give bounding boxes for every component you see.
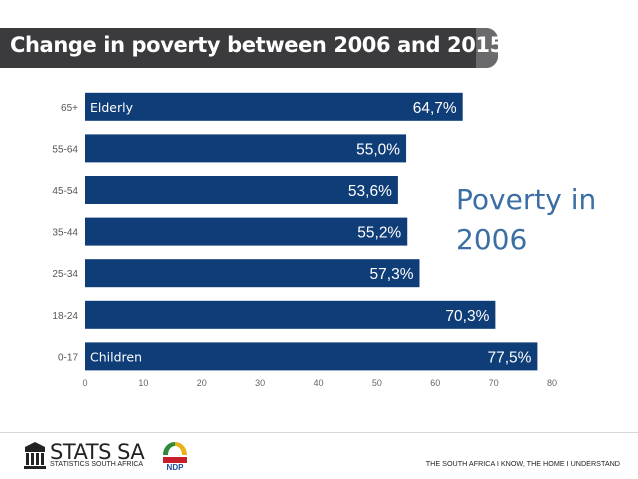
x-tick-label: 10 xyxy=(138,378,148,388)
annotation-line-1: Poverty in xyxy=(456,183,597,216)
org-subtitle: STATISTICS SOUTH AFRICA xyxy=(50,461,144,468)
bar-55-64 xyxy=(85,134,407,163)
bar-45-54 xyxy=(85,176,398,204)
bar-65plus xyxy=(85,92,463,121)
category-label: 18-24 xyxy=(52,311,78,322)
data-label: 77,5% xyxy=(487,349,531,366)
data-label: 64,7% xyxy=(413,100,457,117)
bar-chart: 65+ 64,7% Elderly 55-64 55,0% 45-54 53,6% 35-44… xyxy=(52,92,557,388)
bar-25-34 xyxy=(85,259,420,288)
stats-sa-logo: STATS SA STATISTICS SOUTH AFRICA xyxy=(22,440,145,470)
chart-annotation: Poverty in 2006 xyxy=(456,180,626,260)
x-tick-label: 70 xyxy=(489,378,499,388)
category-label: 0-17 xyxy=(58,352,78,363)
bar-0-17 xyxy=(85,342,538,371)
page-title: Change in poverty between 2006 and 2015 xyxy=(10,33,504,57)
org-name: STATS SA xyxy=(50,440,145,464)
bar-annotation: Children xyxy=(90,349,142,364)
x-tick-label: 40 xyxy=(313,378,323,388)
data-label: 55,0% xyxy=(356,141,400,158)
footer-divider xyxy=(0,432,638,433)
x-tick-label: 20 xyxy=(197,378,207,388)
x-tick-label: 0 xyxy=(82,378,87,388)
category-label: 35-44 xyxy=(52,228,78,239)
stats-sa-emblem-icon xyxy=(24,442,46,469)
category-label: 45-54 xyxy=(52,186,78,197)
data-label: 57,3% xyxy=(370,266,414,283)
x-tick-label: 60 xyxy=(430,378,440,388)
x-tick-label: 80 xyxy=(547,378,557,388)
x-tick-label: 50 xyxy=(372,378,382,388)
data-label: 55,2% xyxy=(357,225,401,242)
footer-tagline: THE SOUTH AFRICA I KNOW, THE HOME I UNDE… xyxy=(425,459,620,468)
ndp-logo: NDP xyxy=(160,440,190,472)
annotation-line-2: 2006 xyxy=(456,223,528,256)
category-label: 65+ xyxy=(61,103,78,114)
bar-35-44 xyxy=(85,217,408,246)
data-label: 53,6% xyxy=(348,183,392,200)
ndp-logo-label: NDP xyxy=(167,463,185,472)
bar-18-24 xyxy=(85,300,496,329)
title-bar: Change in poverty between 2006 and 2015 xyxy=(0,28,504,68)
title-bar-accent xyxy=(476,28,498,68)
bar-annotation: Elderly xyxy=(90,100,134,115)
ndp-logo-icon: NDP xyxy=(163,442,187,472)
x-tick-label: 30 xyxy=(255,378,265,388)
category-label: 25-34 xyxy=(52,269,78,280)
data-label: 70,3% xyxy=(445,308,489,325)
category-label: 55-64 xyxy=(52,144,78,155)
